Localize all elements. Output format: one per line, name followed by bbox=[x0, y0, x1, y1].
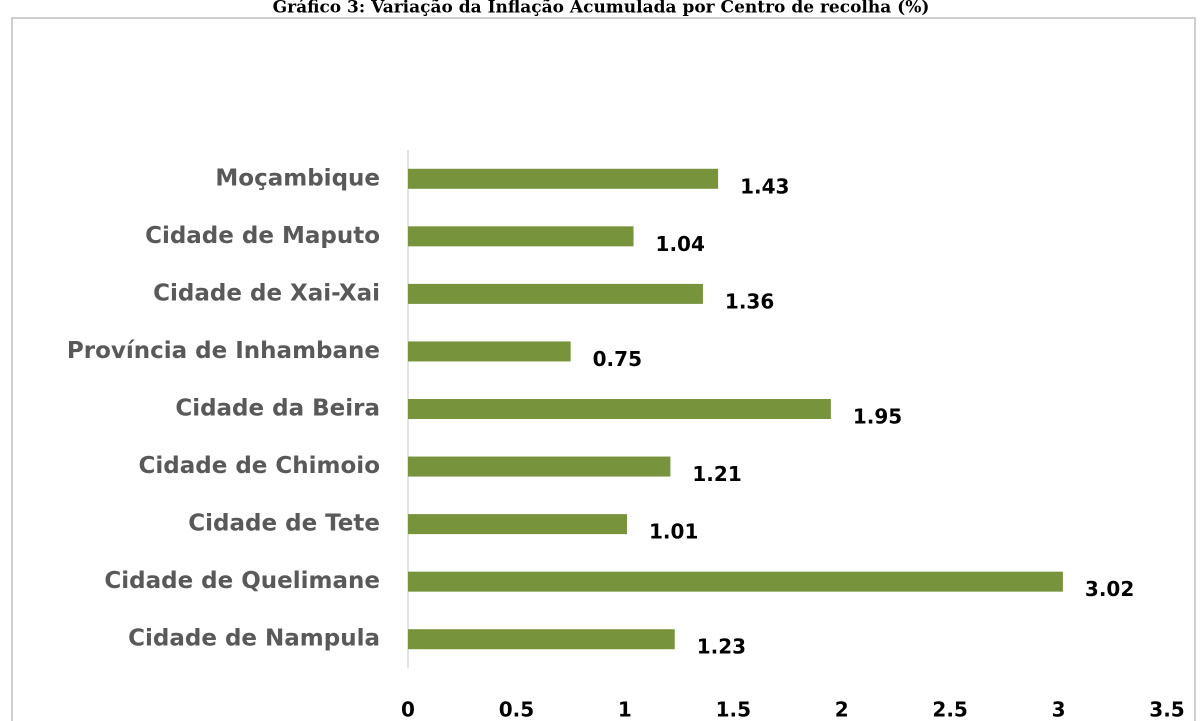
category-label: Cidade de Maputo bbox=[145, 223, 380, 249]
data-label: 1.04 bbox=[656, 232, 705, 256]
x-tick-label: 1.5 bbox=[716, 698, 751, 721]
data-label: 1.21 bbox=[692, 462, 741, 486]
data-label: 3.02 bbox=[1085, 577, 1134, 601]
data-label: 1.95 bbox=[853, 405, 902, 429]
bar bbox=[408, 514, 628, 535]
bar bbox=[408, 341, 571, 362]
bar bbox=[408, 629, 675, 650]
category-label: Cidade da Beira bbox=[175, 396, 380, 422]
bar bbox=[408, 571, 1063, 592]
x-tick-label: 3 bbox=[1052, 698, 1066, 721]
x-tick-label: 0.5 bbox=[499, 698, 534, 721]
x-tick-label: 0 bbox=[401, 698, 415, 721]
bar bbox=[408, 456, 671, 477]
category-label: Província de Inhambane bbox=[67, 338, 380, 364]
category-label: Cidade de Xai-Xai bbox=[153, 280, 380, 306]
data-label: 0.75 bbox=[593, 347, 642, 371]
data-label: 1.43 bbox=[740, 174, 789, 198]
bar bbox=[408, 168, 719, 189]
bar bbox=[408, 226, 634, 247]
x-tick-label: 2.5 bbox=[932, 698, 967, 721]
x-tick-label: 1 bbox=[618, 698, 632, 721]
x-tick-label: 3.5 bbox=[1149, 698, 1184, 721]
data-label: 1.23 bbox=[697, 635, 746, 659]
category-label: Moçambique bbox=[215, 165, 380, 191]
category-label: Cidade de Nampula bbox=[128, 626, 380, 652]
data-label: 1.36 bbox=[725, 289, 774, 313]
bar bbox=[408, 283, 703, 304]
x-tick-label: 2 bbox=[835, 698, 849, 721]
category-label: Cidade de Chimoio bbox=[139, 453, 380, 479]
data-label: 1.01 bbox=[649, 520, 698, 544]
chart-title: Gráfico 3: Variação da Inflação Acumulad… bbox=[273, 0, 930, 18]
chart-frame bbox=[11, 17, 1196, 721]
bar bbox=[408, 399, 831, 419]
category-label: Cidade de Quelimane bbox=[104, 568, 380, 594]
category-label: Cidade de Tete bbox=[188, 511, 380, 537]
